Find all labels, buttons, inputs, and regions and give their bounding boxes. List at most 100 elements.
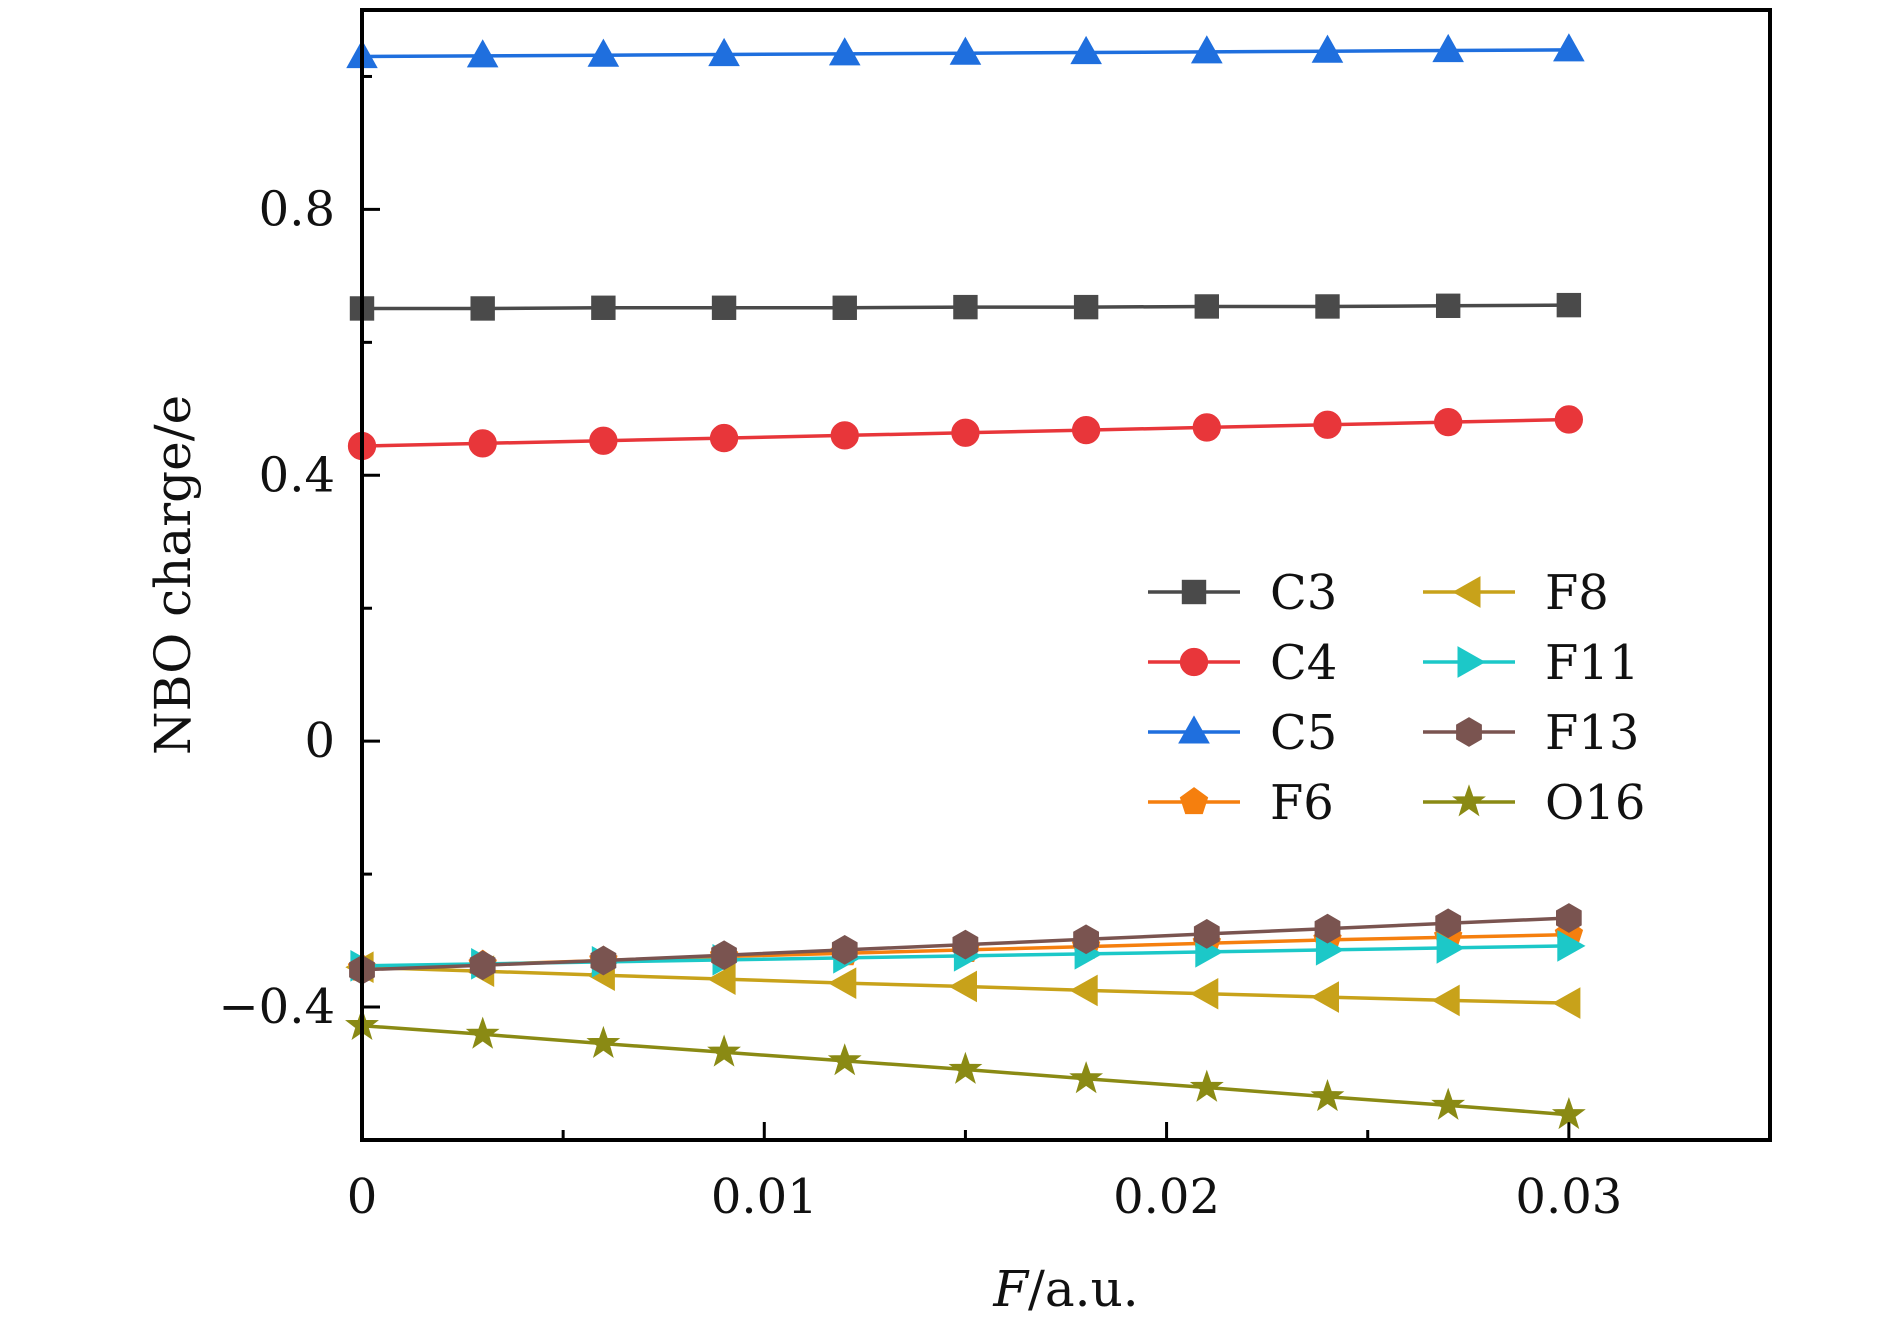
data-point-c5 [1311, 34, 1344, 63]
data-point-c3 [470, 296, 495, 321]
data-point-o16 [707, 1034, 741, 1067]
data-point-c3 [953, 294, 978, 320]
data-point-f13 [1314, 913, 1341, 944]
data-point-c4 [1434, 407, 1463, 437]
data-point-f13 [1556, 903, 1582, 933]
data-point-f8 [707, 963, 736, 995]
legend-marker [1179, 787, 1209, 815]
y-tick-label: 0.8 [259, 181, 335, 237]
x-axis-title: F/a.u. [992, 1260, 1138, 1318]
data-point-o16 [1310, 1078, 1345, 1112]
legend-item-f11: F11 [1423, 635, 1639, 691]
data-point-c4 [1192, 413, 1221, 442]
data-point-o16 [1551, 1096, 1586, 1130]
x-tick-label: 0 [347, 1169, 378, 1225]
data-point-c5 [466, 39, 499, 68]
data-point-f13 [711, 940, 737, 971]
x-axis-title-italic: F [992, 1260, 1030, 1318]
data-point-f8 [948, 970, 977, 1003]
y-tick-label: 0.4 [259, 447, 335, 503]
legend-label: F6 [1270, 775, 1334, 831]
legend-item-c5: C5 [1148, 705, 1337, 761]
series-c5 [346, 33, 1585, 69]
data-point-f8 [1190, 977, 1219, 1010]
data-point-o16 [586, 1025, 621, 1059]
legend-item-f8: F8 [1423, 565, 1609, 621]
series-c3 [349, 292, 1582, 321]
data-point-f8 [828, 967, 857, 999]
data-point-f11 [1436, 932, 1465, 964]
data-point-f13 [1073, 924, 1099, 955]
data-point-c4 [589, 426, 618, 455]
data-point-o16 [827, 1043, 862, 1076]
data-point-o16 [1431, 1087, 1466, 1120]
data-point-c5 [1432, 33, 1464, 63]
data-point-f11 [1315, 934, 1345, 966]
tick-labels: 0 0.01 0.02 0.03 −0.4 0 0.4 0.8 [218, 181, 1622, 1225]
legend-label: F13 [1545, 705, 1639, 761]
data-point-c5 [708, 37, 740, 67]
legend-marker [1452, 784, 1486, 817]
data-point-c3 [832, 295, 857, 320]
data-point-c3 [591, 295, 616, 320]
data-point-c3 [1435, 293, 1461, 318]
legend-marker [1457, 646, 1486, 678]
series-c4 [347, 405, 1584, 461]
data-point-c4 [1071, 415, 1101, 445]
data-point-f8 [1069, 974, 1098, 1007]
data-point-c3 [1073, 294, 1099, 320]
data-point-f13 [1193, 919, 1220, 949]
legend-item-c3: C3 [1148, 565, 1337, 621]
data-point-c4 [468, 429, 497, 458]
y-tick-label: −0.4 [218, 979, 335, 1035]
plot-frame [360, 8, 1772, 1142]
data-point-f13 [469, 950, 496, 981]
data-point-f13 [831, 935, 858, 965]
data-point-c4 [1554, 405, 1584, 434]
data-point-f13 [952, 929, 979, 960]
legend-marker [1181, 579, 1207, 605]
data-point-c3 [711, 295, 737, 320]
data-point-o16 [1069, 1061, 1104, 1094]
legend-item-f6: F6 [1148, 775, 1334, 831]
data-point-c4 [830, 421, 859, 450]
legend-item-c4: C4 [1148, 635, 1337, 691]
legend-label: C4 [1270, 635, 1337, 691]
data-point-o16 [1189, 1069, 1224, 1102]
series-o16 [345, 1007, 1586, 1130]
y-axis-title: NBO charge/e [144, 395, 202, 755]
data-point-f11 [1557, 930, 1586, 962]
data-point-f13 [1435, 908, 1462, 939]
y-tick-label: 0 [304, 713, 335, 769]
data-point-c3 [1315, 294, 1340, 319]
legend-label: C3 [1270, 565, 1337, 621]
legend-label: F11 [1545, 635, 1639, 691]
series-f13 [349, 903, 1582, 985]
data-point-c5 [587, 38, 620, 67]
x-tick-label: 0.03 [1515, 1169, 1622, 1225]
legend: C3 C4 C5 F6 F8 F11 F13 O16 [1148, 565, 1645, 831]
x-axis-title-rest: /a.u. [1028, 1260, 1139, 1318]
data-point-c3 [1194, 294, 1219, 319]
legend-label: C5 [1270, 705, 1337, 761]
data-point-c5 [949, 36, 982, 65]
legend-item-f13: F13 [1423, 705, 1639, 761]
legend-marker [1452, 576, 1481, 608]
data-point-o16 [465, 1016, 500, 1049]
x-tick-label: 0.02 [1113, 1169, 1220, 1225]
legend-marker [1456, 717, 1482, 747]
data-point-c4 [1313, 410, 1342, 439]
data-point-f8 [1552, 987, 1581, 1019]
legend-marker [1178, 715, 1210, 744]
data-point-c5 [1190, 35, 1223, 64]
data-point-c4 [951, 418, 980, 447]
legend-item-o16: O16 [1423, 775, 1645, 831]
data-point-f13 [590, 945, 617, 976]
x-tick-label: 0.01 [711, 1169, 818, 1225]
data-point-o16 [948, 1051, 983, 1084]
data-point-c3 [1556, 292, 1582, 318]
series-layer [345, 33, 1586, 1130]
data-point-f8 [1310, 981, 1339, 1013]
data-point-c5 [1070, 35, 1102, 65]
